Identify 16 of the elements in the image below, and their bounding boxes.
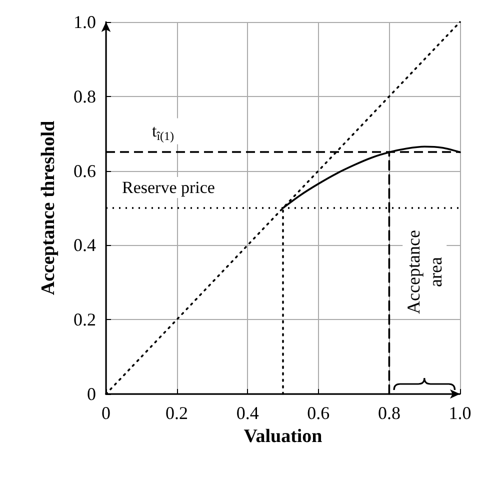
x-axis-title: Valuation — [244, 426, 323, 447]
y-axis-title: Acceptance threshold — [38, 120, 59, 296]
x-tick-label: 0 — [102, 403, 110, 423]
x-tick-label: 1.0 — [448, 403, 472, 423]
x-tick-label: 0.8 — [378, 403, 400, 423]
y-tick-label: 0.2 — [74, 310, 96, 330]
y-tick-label: 0 — [87, 384, 96, 404]
y-tick-label: 0.4 — [74, 235, 96, 256]
y-tick-label: 0.8 — [74, 86, 96, 106]
x-tick-label: 0.6 — [307, 403, 330, 423]
ref-line-label: Reserve price — [122, 178, 215, 197]
x-tick-label: 0.4 — [236, 403, 259, 423]
y-tick-label: 0.6 — [74, 160, 96, 181]
annotation: Acceptance area — [404, 230, 446, 314]
y-tick-label: 1.0 — [74, 12, 96, 32]
x-tick-label: 0.2 — [166, 403, 188, 423]
